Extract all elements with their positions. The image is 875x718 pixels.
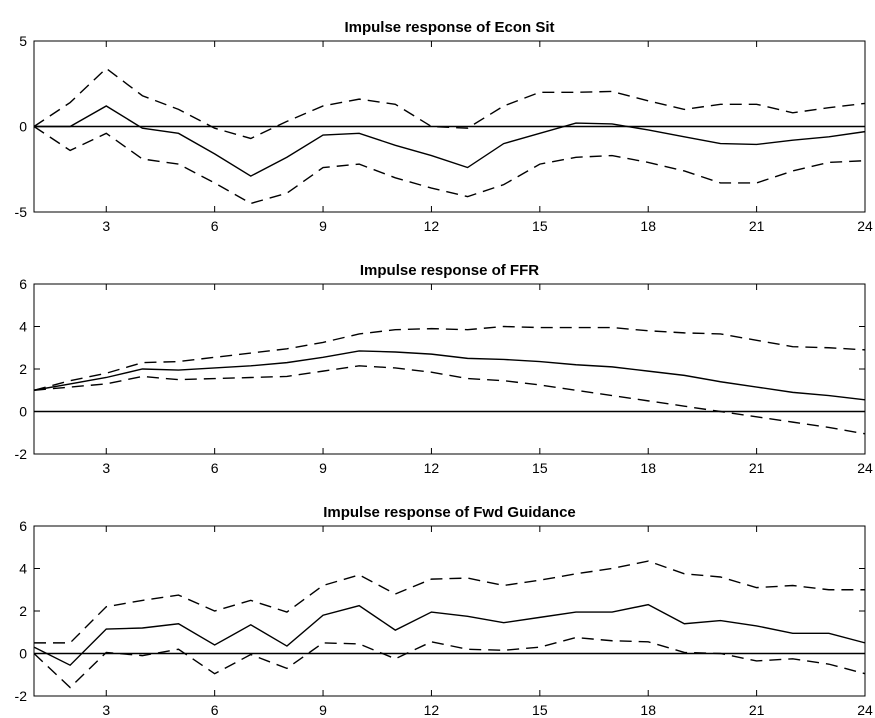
impulse-response-line <box>33 603 866 667</box>
y-tick-label: 0 <box>19 646 27 662</box>
lower-band-line <box>33 125 866 205</box>
upper-band-line <box>34 560 865 644</box>
x-tick-label: 9 <box>319 702 327 718</box>
x-tick-label: 15 <box>532 702 548 718</box>
x-tick-label: 9 <box>319 460 327 476</box>
panel-title: Impulse response of Fwd Guidance <box>323 504 576 521</box>
x-tick-label: 12 <box>424 460 440 476</box>
panel-1: Impulse response of Econ Sit -5 0 5 3 6 9 12 15 1… <box>15 19 873 234</box>
x-tick-label: 3 <box>102 218 110 234</box>
x-tick-label: 18 <box>640 218 656 234</box>
x-tick-label: 9 <box>319 218 327 234</box>
x-tick-label: 3 <box>102 702 110 718</box>
y-tick-label: -2 <box>15 446 28 462</box>
y-tick-label: 4 <box>19 561 27 577</box>
y-tick-label: 0 <box>19 404 27 420</box>
panel-title: Impulse response of FFR <box>360 262 539 279</box>
x-tick-label: 3 <box>102 460 110 476</box>
x-tick-label: 12 <box>424 218 440 234</box>
impulse-response-line <box>33 350 866 401</box>
x-tick-label: 21 <box>749 460 765 476</box>
x-tick-label: 24 <box>857 460 873 476</box>
x-tick-label: 18 <box>640 702 656 718</box>
x-tick-label: 21 <box>749 702 765 718</box>
y-tick-label: 6 <box>19 518 27 534</box>
x-tick-label: 24 <box>857 702 873 718</box>
x-tick-label: 24 <box>857 218 873 234</box>
y-tick-label: 2 <box>19 361 27 377</box>
y-tick-label: -2 <box>15 688 28 704</box>
x-tick-label: 15 <box>532 218 548 234</box>
x-tick-label: 6 <box>211 702 219 718</box>
axes-box <box>33 525 866 697</box>
x-tick-label: 21 <box>749 218 765 234</box>
y-tick-label: -5 <box>15 204 28 220</box>
y-tick-label: 2 <box>19 603 27 619</box>
x-tick-label: 18 <box>640 460 656 476</box>
upper-band-line <box>33 67 866 140</box>
y-tick-label: 4 <box>19 319 27 335</box>
impulse-response-line <box>34 105 866 177</box>
y-tick-label: 6 <box>19 276 27 292</box>
y-tick-label: 5 <box>19 33 27 49</box>
x-tick-label: 6 <box>211 460 219 476</box>
lower-band-line <box>33 636 866 689</box>
panel-title: Impulse response of Econ Sit <box>344 19 554 36</box>
x-tick-label: 15 <box>532 460 548 476</box>
x-tick-label: 12 <box>424 702 440 718</box>
x-tick-label: 6 <box>211 218 219 234</box>
upper-band-line <box>33 325 866 391</box>
y-tick-label: 0 <box>19 119 27 135</box>
lower-band-line <box>33 365 866 435</box>
